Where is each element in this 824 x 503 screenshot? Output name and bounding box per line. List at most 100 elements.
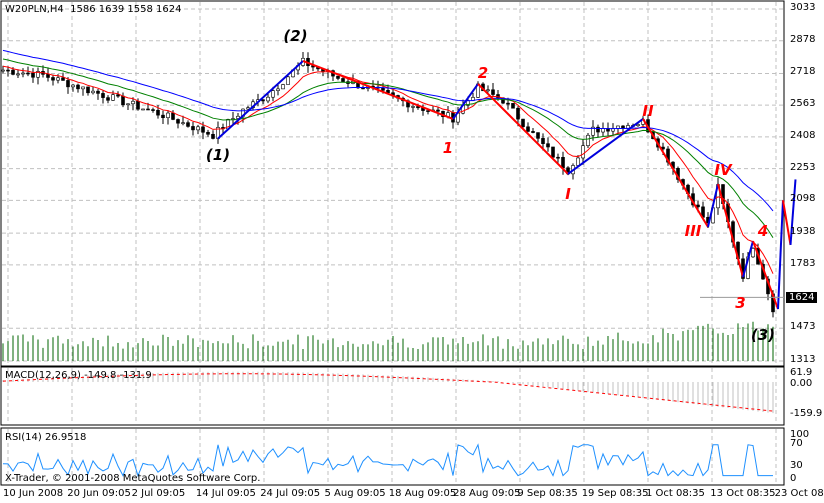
macd-axis-tick: -159.9 <box>790 408 823 419</box>
candle-body <box>16 73 20 76</box>
wave-down-line <box>782 200 792 246</box>
candle-body <box>201 126 205 133</box>
wave-down-line <box>752 240 779 310</box>
time-axis-tick: 14 Jul 09:05 <box>195 488 256 499</box>
panel-frame <box>0 366 785 426</box>
candle-body <box>1 69 5 72</box>
wave-up-line <box>777 200 784 310</box>
macd-signal-line <box>2 373 774 412</box>
candle-body <box>636 124 640 127</box>
candle-body <box>426 110 430 112</box>
candle-body <box>591 126 595 136</box>
candle-body <box>126 103 130 106</box>
candle-body <box>166 112 170 119</box>
candle-body <box>266 96 270 102</box>
candle-body <box>106 97 110 101</box>
candle-body <box>491 89 495 95</box>
candle-body <box>516 107 520 120</box>
candle-body <box>341 78 345 82</box>
candle-body <box>196 126 200 131</box>
candle-body <box>261 99 265 102</box>
candle-body <box>146 108 150 111</box>
time-axis-tick: 20 Jun 09:05 <box>67 488 131 499</box>
wave-down-line <box>302 60 454 120</box>
copyright-label: X-Trader, © 2001-2008 MetaQuotes Softwar… <box>5 473 261 484</box>
wave-label: 4 <box>757 221 769 240</box>
candle-body <box>381 87 385 91</box>
current-price-label: 1624 <box>786 292 818 303</box>
candle-body <box>576 157 580 166</box>
price-axis-tick: 2563 <box>790 98 816 110</box>
candle-body <box>581 145 585 159</box>
candle-body <box>21 72 25 75</box>
candle-body <box>276 88 280 91</box>
candle-body <box>71 84 75 88</box>
candle-body <box>586 134 590 146</box>
candle-body <box>31 72 35 78</box>
candle-body <box>286 76 290 85</box>
wave-label: 3 <box>735 294 746 313</box>
wave-label: I <box>565 184 571 203</box>
wave-up-line <box>217 60 304 140</box>
price-axis-tick: 3033 <box>790 2 816 13</box>
candle-body <box>191 126 195 131</box>
candle-body <box>551 146 555 158</box>
wave-up-line <box>742 240 754 278</box>
candle-body <box>66 80 70 88</box>
candle-body <box>136 100 140 110</box>
wave-down-line <box>477 83 569 175</box>
rsi-axis-tick: 100 <box>790 429 810 440</box>
candle-body <box>61 77 65 81</box>
candle-body <box>211 133 215 139</box>
price-axis-tick: 1313 <box>790 354 816 365</box>
price-axis-tick: 2253 <box>790 161 816 173</box>
macd-axis-tick: 61.9 <box>790 367 813 378</box>
candle-body <box>101 93 105 98</box>
candle-body <box>436 109 440 112</box>
candle-body <box>541 138 545 144</box>
candle-body <box>521 118 525 128</box>
time-axis-tick: 18 Aug 09:05 <box>388 488 457 499</box>
wave-up-line <box>707 183 719 228</box>
macd-label: MACD(12,26,9) -149.8 -131.9 <box>5 370 152 381</box>
price-axis-tick: 2408 <box>790 129 816 141</box>
candle-body <box>121 95 125 106</box>
candle-body <box>176 119 180 124</box>
candle-body <box>86 86 90 94</box>
wave-down-line <box>642 118 709 228</box>
time-axis-tick: 13 Oct 08:35 <box>710 488 776 499</box>
rsi-axis-tick: 70 <box>790 438 803 449</box>
wave-label: III <box>684 221 702 240</box>
candle-body <box>96 90 100 94</box>
time-axis-tick: 9 Sep 08:35 <box>517 488 578 499</box>
rsi-label: RSI(14) 26.9518 <box>5 432 87 443</box>
time-axis-tick: 19 Sep 08:35 <box>581 488 649 499</box>
candle-body <box>561 157 565 169</box>
wave-label: (3) <box>750 326 776 344</box>
symbol-label: W20PLN,H4 <box>5 4 64 15</box>
wave-label: IV <box>714 161 732 180</box>
time-axis-tick: 5 Aug 09:05 <box>324 488 386 499</box>
rsi-axis-tick: 30 <box>790 460 803 471</box>
candle-body <box>171 112 175 120</box>
candle-body <box>696 204 700 208</box>
candle-body <box>486 89 490 92</box>
candle-body <box>51 77 55 81</box>
time-axis-tick: 28 Aug 09:05 <box>453 488 521 499</box>
price-axis-tick: 2718 <box>790 66 816 78</box>
wave-up-line <box>567 118 644 175</box>
candle-body <box>511 103 515 109</box>
wave-label: (2) <box>283 27 308 46</box>
price-axis-tick: 1938 <box>790 226 816 238</box>
candle-body <box>506 102 510 105</box>
candle-body <box>141 108 145 111</box>
candle-body <box>161 114 165 119</box>
wave-label: II <box>642 101 654 120</box>
candle-body <box>751 248 755 258</box>
ma-mid-line <box>2 58 774 238</box>
wave-down-line <box>717 183 744 278</box>
ma-slow-line <box>2 49 774 212</box>
candle-body <box>26 72 30 75</box>
candle-body <box>336 75 340 79</box>
